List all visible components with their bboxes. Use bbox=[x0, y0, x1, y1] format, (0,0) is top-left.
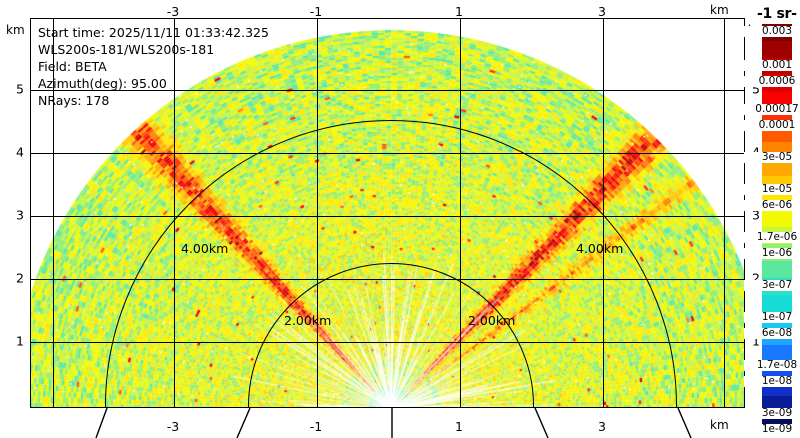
colorbar-label-10: 3e-07 bbox=[744, 280, 800, 291]
colorbar-label-1: 0.001 bbox=[744, 60, 800, 71]
colorbar[interactable]: 0.003 0.001 0.0006 0.00017 0.0001 3e-05 1e-05 6… bbox=[744, 24, 800, 435]
colorbar-label-6: 1e-05 bbox=[744, 184, 800, 195]
x-axis-unit-top: km bbox=[710, 3, 729, 17]
y-tick-right-5: 5 bbox=[752, 81, 760, 97]
colorbar-label-9: 1e-06 bbox=[744, 248, 800, 259]
colorbar-band-19 bbox=[762, 345, 792, 363]
colorbar-label-16: 1e-09 bbox=[744, 424, 800, 435]
colorbar-band-16 bbox=[762, 294, 792, 313]
annotation-start-time: Start time: 2025/11/11 01:33:42.325 bbox=[38, 25, 269, 40]
colorbar-label-0: 0.003 bbox=[744, 26, 800, 37]
x-tick-top-1: -1 bbox=[309, 4, 323, 19]
radar-plot-area[interactable]: 4.00km 4.00km 2.00km 2.00km bbox=[30, 18, 745, 408]
range-ring-label-2km-right: 2.00km bbox=[468, 313, 516, 328]
colorbar-label-2: 0.0006 bbox=[744, 76, 800, 87]
scan-annotation-block: Start time: 2025/11/11 01:33:42.325 WLS2… bbox=[38, 24, 269, 109]
y-tick-right-2: 2 bbox=[752, 270, 760, 286]
x-axis-unit-bottom: km bbox=[710, 418, 729, 432]
azimuth-tick-marks bbox=[30, 408, 745, 438]
x-tick-top-0: -3 bbox=[166, 4, 180, 19]
annotation-nrays: NRays: 178 bbox=[38, 93, 110, 108]
colorbar-label-8: 1.7e-06 bbox=[744, 232, 800, 243]
y-axis-unit-left: km bbox=[6, 23, 25, 37]
y-tick-left-4: 4 bbox=[16, 144, 24, 160]
colorbar-band-8 bbox=[762, 159, 792, 177]
y-tick-left-2: 2 bbox=[16, 270, 24, 286]
y-tick-left-5: 5 bbox=[16, 81, 24, 97]
range-ring-label-4km-left: 4.00km bbox=[181, 241, 229, 256]
annotation-field: Field: BETA bbox=[38, 59, 107, 74]
colorbar-band-1 bbox=[762, 40, 792, 59]
colorbar-band-11 bbox=[762, 210, 792, 228]
colorbar-label-15: 3e-09 bbox=[744, 408, 800, 419]
x-tick-bottom-1: -1 bbox=[309, 419, 323, 434]
colorbar-label-5: 3e-05 bbox=[744, 152, 800, 163]
x-tick-bottom-3: 3 bbox=[598, 419, 606, 434]
y-tick-right-1: 1 bbox=[752, 333, 760, 349]
gridline-x-neg3 bbox=[174, 19, 175, 407]
colorbar-label-14: 1e-08 bbox=[744, 376, 800, 387]
x-tick-top-2: 1 bbox=[455, 4, 463, 19]
x-tick-bottom-0: -3 bbox=[166, 419, 180, 434]
inner-frame-rule-right bbox=[724, 19, 725, 407]
x-tick-top-3: 3 bbox=[598, 4, 606, 19]
y-tick-left-1: 1 bbox=[16, 333, 24, 349]
y-tick-right-3: 3 bbox=[752, 207, 760, 223]
radar-plot-inner: 4.00km 4.00km 2.00km 2.00km bbox=[31, 19, 744, 407]
x-tick-bottom-2: 1 bbox=[455, 419, 463, 434]
y-tick-left-3: 3 bbox=[16, 207, 24, 223]
colorbar-label-11: 1e-07 bbox=[744, 312, 800, 323]
colorbar-label-7: 6e-06 bbox=[744, 200, 800, 211]
colorbar-label-13: 1.7e-08 bbox=[744, 360, 800, 371]
colorbar-band-14 bbox=[762, 260, 792, 279]
colorbar-label-3: 0.00017 bbox=[744, 104, 800, 115]
colorbar-label-12: 6e-08 bbox=[744, 328, 800, 339]
colorbar-label-4: 0.0001 bbox=[744, 120, 800, 131]
gridline-y-5 bbox=[31, 90, 744, 91]
colorbar-title: -1 sr- bbox=[757, 6, 797, 22]
range-ring-label-4km-right: 4.00km bbox=[576, 241, 624, 256]
range-ring-label-2km-left: 2.00km bbox=[284, 313, 332, 328]
inner-frame-rule-left bbox=[53, 19, 54, 407]
annotation-azimuth: Azimuth(deg): 95.00 bbox=[38, 76, 167, 91]
annotation-instrument: WLS200s-181/WLS200s-181 bbox=[38, 42, 215, 57]
gridline-x-pos3 bbox=[603, 19, 604, 407]
